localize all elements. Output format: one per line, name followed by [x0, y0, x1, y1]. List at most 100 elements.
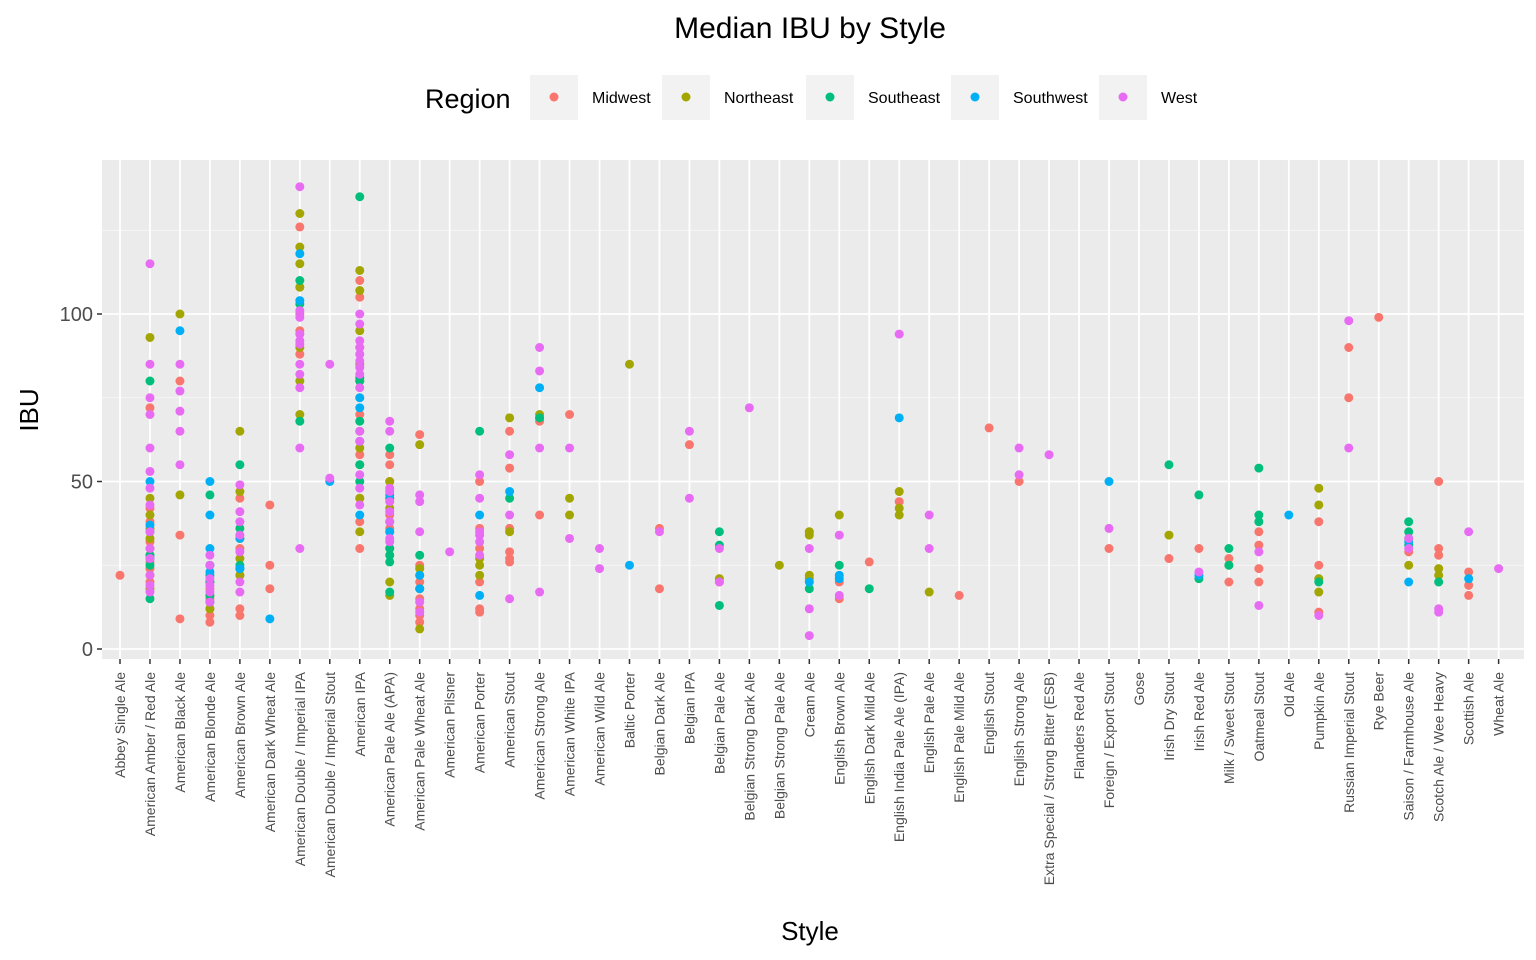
- data-point: [235, 611, 245, 620]
- x-tick-label: American Strong Ale: [532, 672, 548, 800]
- legend-key-dot: [549, 92, 559, 102]
- data-point: [355, 349, 365, 359]
- data-point: [385, 527, 395, 537]
- data-point: [355, 276, 365, 285]
- data-point: [175, 326, 185, 336]
- data-point: [145, 570, 155, 580]
- data-point: [505, 463, 515, 473]
- data-point: [1434, 550, 1444, 560]
- data-point: [1254, 510, 1264, 520]
- data-point: [205, 574, 215, 584]
- data-point: [505, 413, 515, 423]
- data-point: [355, 369, 365, 379]
- data-point: [505, 450, 515, 460]
- data-point: [1344, 393, 1354, 403]
- y-axis: 0 50 100: [60, 304, 102, 661]
- data-point: [415, 564, 425, 574]
- data-point: [1104, 544, 1114, 553]
- data-point: [205, 604, 215, 614]
- x-tick-label: Milk / Sweet Stout: [1221, 672, 1237, 784]
- data-point: [1314, 517, 1324, 527]
- x-tick-label: American Stout: [502, 672, 518, 768]
- data-point: [145, 332, 155, 342]
- data-point: [1434, 577, 1444, 587]
- data-point: [804, 631, 814, 641]
- x-tick-label: English Stout: [981, 672, 997, 755]
- data-point: [295, 443, 305, 453]
- data-point: [475, 544, 485, 553]
- data-point: [265, 560, 275, 570]
- data-point: [1014, 443, 1024, 453]
- data-point: [445, 547, 455, 557]
- data-point: [1464, 590, 1474, 600]
- data-point: [325, 359, 335, 369]
- data-point: [295, 410, 305, 419]
- data-point: [1254, 547, 1264, 557]
- data-point: [684, 493, 694, 503]
- data-point: [834, 590, 844, 600]
- data-point: [295, 312, 305, 322]
- x-tick-label: American Pale Ale (APA): [382, 672, 398, 827]
- data-point: [355, 460, 365, 470]
- x-tick-label: American White IPA: [562, 671, 578, 796]
- data-point: [235, 587, 245, 597]
- data-point: [355, 309, 365, 319]
- x-tick-label: Irish Dry Stout: [1161, 672, 1177, 761]
- data-point: [355, 544, 365, 553]
- data-point: [1254, 577, 1264, 587]
- data-point: [475, 560, 485, 570]
- data-point: [355, 265, 365, 275]
- data-point: [834, 530, 844, 540]
- data-point: [1254, 527, 1264, 537]
- data-point: [175, 309, 185, 319]
- data-point: [1404, 527, 1414, 537]
- data-point: [744, 403, 754, 413]
- data-point: [1194, 544, 1204, 553]
- legend-label: Southeast: [868, 90, 941, 107]
- x-tick-label: American Double / Imperial IPA: [292, 671, 308, 866]
- data-point: [505, 510, 515, 520]
- x-tick-label: American Wild Ale: [592, 672, 608, 786]
- x-tick-label: American Double / Imperial Stout: [322, 672, 338, 878]
- y-tick-label: 100: [60, 304, 93, 326]
- data-point: [415, 607, 425, 617]
- data-point: [1404, 544, 1414, 553]
- data-point: [1224, 554, 1234, 564]
- data-point: [355, 363, 365, 373]
- data-point: [205, 580, 215, 590]
- data-point: [205, 587, 215, 597]
- data-point: [355, 493, 365, 503]
- data-point: [624, 359, 634, 369]
- x-tick-label: American Porter: [472, 672, 488, 773]
- data-point: [714, 544, 724, 553]
- data-point: [415, 624, 425, 634]
- data-point: [954, 590, 964, 600]
- x-tick-label: Russian Imperial Stout: [1341, 672, 1357, 813]
- data-point: [295, 296, 305, 306]
- data-point: [175, 460, 185, 470]
- x-tick-label: Extra Special / Strong Bitter (ESB): [1041, 672, 1057, 885]
- data-point: [415, 550, 425, 560]
- data-point: [415, 597, 425, 607]
- data-point: [295, 544, 305, 553]
- data-point: [1464, 574, 1474, 584]
- data-point: [355, 286, 365, 296]
- data-point: [1464, 567, 1474, 577]
- data-point: [385, 497, 395, 507]
- legend-label: Southwest: [1013, 90, 1088, 107]
- data-point: [235, 570, 245, 580]
- data-point: [475, 510, 485, 520]
- data-point: [1104, 523, 1114, 533]
- data-point: [1434, 544, 1444, 553]
- data-point: [145, 554, 155, 564]
- data-point: [385, 487, 395, 497]
- data-point: [684, 440, 694, 450]
- data-point: [924, 544, 934, 553]
- data-point: [1014, 470, 1024, 480]
- data-point: [1464, 580, 1474, 590]
- data-point: [505, 557, 515, 567]
- data-point: [475, 607, 485, 617]
- data-point: [145, 477, 155, 486]
- data-point: [295, 249, 305, 259]
- data-point: [355, 436, 365, 446]
